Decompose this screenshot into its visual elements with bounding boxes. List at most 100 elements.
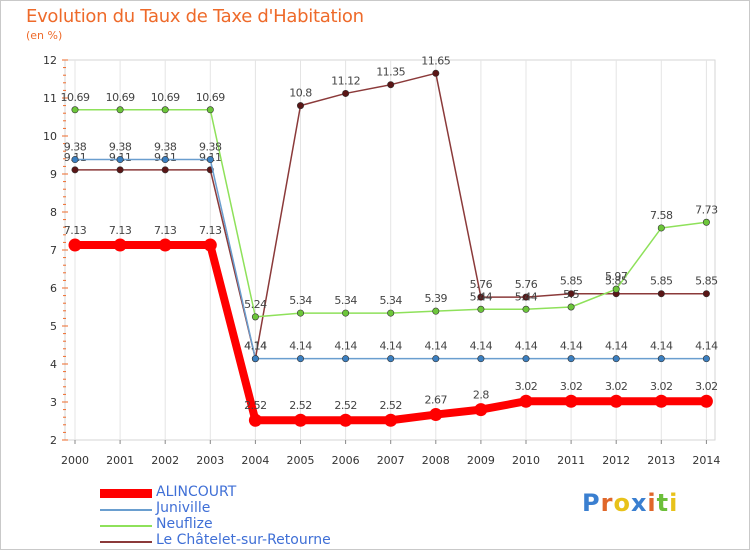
- data-label: 5.44: [515, 290, 538, 303]
- data-point: [699, 394, 713, 408]
- data-point: [657, 224, 665, 232]
- data-point: [702, 218, 710, 226]
- data-point: [342, 89, 350, 97]
- data-point: [251, 313, 259, 321]
- chart-subtitle: (en %): [26, 29, 63, 42]
- data-label: 4.14: [695, 340, 718, 353]
- data-point: [657, 290, 665, 298]
- data-point: [477, 305, 485, 313]
- data-point: [429, 408, 443, 422]
- data-point: [251, 355, 259, 363]
- y-tick-label: 4: [50, 358, 57, 371]
- x-tick-label: 2000: [61, 454, 89, 467]
- data-point: [71, 106, 79, 114]
- data-label: 10.8: [289, 87, 312, 100]
- data-point: [294, 413, 307, 427]
- data-label: 7.73: [695, 203, 718, 216]
- data-label: 2.52: [244, 399, 267, 412]
- data-point: [432, 69, 440, 77]
- data-point: [477, 355, 485, 363]
- data-point: [567, 355, 575, 363]
- data-label: 2.8: [473, 389, 489, 402]
- data-point: [387, 81, 395, 89]
- x-tick-label: 2006: [332, 454, 360, 467]
- data-point: [296, 309, 304, 317]
- data-point: [384, 413, 398, 427]
- logo-letter: o: [613, 489, 631, 517]
- data-label: 4.14: [334, 340, 357, 353]
- data-label: 10.69: [106, 91, 135, 104]
- data-label: 4.14: [515, 340, 538, 353]
- data-point: [522, 305, 530, 313]
- x-tick-label: 2011: [557, 454, 585, 467]
- data-point: [71, 166, 79, 174]
- data-label: 5.85: [695, 275, 718, 288]
- data-point: [116, 156, 124, 164]
- data-point: [522, 293, 530, 301]
- data-point: [113, 238, 127, 252]
- data-label: 5.39: [425, 292, 448, 305]
- data-label: 5.97: [605, 270, 628, 283]
- data-point: [567, 303, 575, 311]
- data-point: [206, 156, 214, 164]
- legend-swatch: [100, 489, 152, 498]
- y-tick-label: 10: [43, 130, 57, 143]
- data-point: [387, 355, 395, 363]
- data-label: 7.13: [154, 224, 177, 237]
- data-point: [432, 307, 440, 315]
- data-label: 7.13: [199, 224, 222, 237]
- data-label: 3.02: [515, 380, 538, 393]
- data-label: 7.13: [64, 224, 87, 237]
- logo-letter: r: [600, 489, 614, 517]
- data-label: 5.85: [650, 275, 673, 288]
- y-tick-label: 12: [43, 54, 57, 67]
- chart-title: Evolution du Taux de Taxe d'Habitation: [26, 6, 364, 27]
- legend-swatch: [100, 509, 152, 511]
- data-label: 5.76: [515, 278, 538, 291]
- data-label: 3.02: [650, 380, 673, 393]
- data-label: 9.38: [154, 141, 177, 154]
- data-point: [342, 309, 350, 317]
- data-point: [116, 106, 124, 114]
- legend-label: Neuflize: [156, 516, 213, 532]
- data-point: [612, 285, 620, 293]
- legend-item: Le Châtelet-sur-Retourne: [100, 532, 360, 549]
- data-label: 10.69: [196, 91, 225, 104]
- data-label: 7.13: [109, 224, 132, 237]
- x-tick-label: 2005: [287, 454, 315, 467]
- data-label: 5.24: [244, 298, 267, 311]
- data-point: [474, 403, 488, 417]
- data-label: 5.44: [470, 290, 493, 303]
- legend-swatch: [100, 541, 152, 543]
- x-tick-label: 2004: [241, 454, 269, 467]
- data-label: 4.14: [470, 340, 493, 353]
- data-label: 4.14: [650, 340, 673, 353]
- data-point: [702, 355, 710, 363]
- data-point: [567, 290, 575, 298]
- data-point: [612, 355, 620, 363]
- data-label: 5.85: [560, 275, 583, 288]
- proxiti-logo: Proxiti: [582, 489, 678, 517]
- logo-letter: x: [630, 489, 648, 517]
- data-point: [609, 394, 623, 408]
- data-label: 9.38: [199, 141, 222, 154]
- x-tick-label: 2008: [422, 454, 450, 467]
- data-point: [248, 413, 262, 427]
- y-tick-label: 6: [50, 282, 57, 295]
- data-point: [702, 290, 710, 298]
- y-tick-label: 9: [50, 168, 57, 181]
- x-tick-label: 2012: [602, 454, 630, 467]
- logo-letter: P: [582, 489, 601, 517]
- x-tick-label: 2010: [512, 454, 540, 467]
- y-tick-label: 11: [43, 92, 57, 105]
- data-label: 5.34: [334, 294, 357, 307]
- data-label: 2.52: [379, 399, 402, 412]
- data-label: 4.14: [560, 340, 583, 353]
- x-tick-label: 2013: [647, 454, 675, 467]
- x-tick-label: 2003: [196, 454, 224, 467]
- data-label: 11.65: [421, 54, 450, 67]
- data-label: 4.14: [379, 340, 402, 353]
- data-point: [654, 394, 668, 408]
